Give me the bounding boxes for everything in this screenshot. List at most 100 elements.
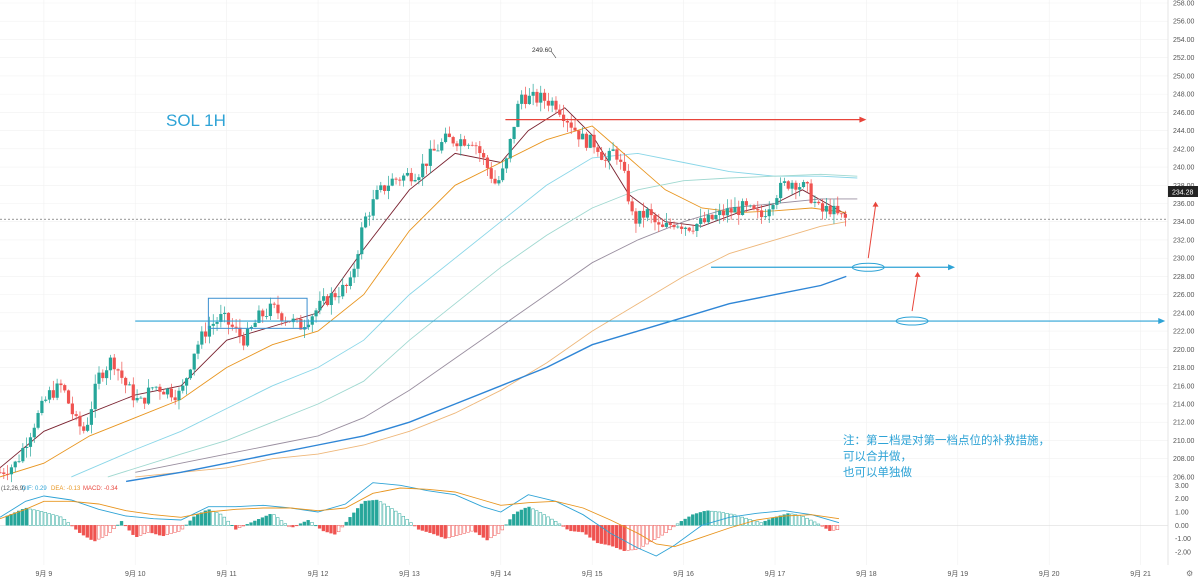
candle-body[interactable] <box>794 182 798 190</box>
candle-body[interactable] <box>421 163 425 178</box>
candle-body[interactable] <box>779 182 783 199</box>
candle-body[interactable] <box>169 388 173 398</box>
candle-body[interactable] <box>512 126 516 139</box>
candle-body[interactable] <box>405 172 410 176</box>
candle-body[interactable] <box>146 387 151 404</box>
candle-body[interactable] <box>295 318 299 320</box>
candle-body[interactable] <box>0 472 2 474</box>
candle-body[interactable] <box>443 133 448 143</box>
candle-body[interactable] <box>135 397 139 401</box>
candle-body[interactable] <box>93 383 97 410</box>
candle-body[interactable] <box>402 175 406 181</box>
candle-body[interactable] <box>6 473 10 475</box>
candle-body[interactable] <box>409 172 413 182</box>
candle-body[interactable] <box>824 205 828 212</box>
candle-body[interactable] <box>699 218 703 224</box>
candle-body[interactable] <box>223 312 227 315</box>
candle-body[interactable] <box>820 203 825 212</box>
candle-body[interactable] <box>619 159 623 162</box>
candle-body[interactable] <box>314 310 318 317</box>
candle-body[interactable] <box>459 139 463 147</box>
candle-body[interactable] <box>379 185 383 190</box>
candle-body[interactable] <box>744 201 748 206</box>
candle-body[interactable] <box>622 161 627 171</box>
candle-body[interactable] <box>508 138 512 159</box>
candle-body[interactable] <box>211 323 215 326</box>
candle-body[interactable] <box>725 208 729 216</box>
candle-body[interactable] <box>120 370 124 378</box>
candle-body[interactable] <box>337 296 341 298</box>
candle-body[interactable] <box>630 201 634 212</box>
candle-body[interactable] <box>264 316 269 317</box>
candle-body[interactable] <box>322 296 326 301</box>
candle-body[interactable] <box>150 387 154 389</box>
candle-body[interactable] <box>733 207 737 213</box>
candle-body[interactable] <box>718 210 722 216</box>
candle-body[interactable] <box>645 209 649 218</box>
candle-body[interactable] <box>752 205 756 210</box>
candle-body[interactable] <box>440 142 444 151</box>
candle-body[interactable] <box>200 331 204 345</box>
candle-body[interactable] <box>641 210 646 218</box>
candle-body[interactable] <box>756 209 760 211</box>
candle-body[interactable] <box>721 210 726 216</box>
candle-body[interactable] <box>63 385 67 391</box>
candle-body[interactable] <box>786 181 790 189</box>
candle-body[interactable] <box>101 372 105 379</box>
candle-body[interactable] <box>657 222 661 225</box>
candle-body[interactable] <box>2 472 6 474</box>
candle-body[interactable] <box>184 378 189 386</box>
candle-body[interactable] <box>478 146 482 154</box>
candle-body[interactable] <box>363 216 368 228</box>
candle-body[interactable] <box>276 304 280 314</box>
candle-body[interactable] <box>66 390 71 404</box>
candle-body[interactable] <box>565 121 569 123</box>
candle-body[interactable] <box>108 357 113 371</box>
candle-body[interactable] <box>676 226 680 228</box>
candle-body[interactable] <box>714 215 718 220</box>
candle-body[interactable] <box>817 201 821 204</box>
candle-body[interactable] <box>105 370 109 379</box>
candle-body[interactable] <box>177 390 181 401</box>
candle-body[interactable] <box>653 215 657 223</box>
candle-body[interactable] <box>280 313 284 321</box>
candle-body[interactable] <box>74 414 78 416</box>
candle-body[interactable] <box>383 185 387 191</box>
candle-body[interactable] <box>116 369 120 371</box>
candle-body[interactable] <box>398 179 402 181</box>
candle-body[interactable] <box>790 182 794 189</box>
candle-body[interactable] <box>843 214 847 218</box>
candle-body[interactable] <box>527 95 531 105</box>
candle-body[interactable] <box>748 205 752 207</box>
candle-body[interactable] <box>188 369 193 379</box>
candle-body[interactable] <box>356 254 360 269</box>
candle-body[interactable] <box>318 300 322 311</box>
candle-body[interactable] <box>455 143 459 147</box>
candle-body[interactable] <box>268 303 272 317</box>
candle-body[interactable] <box>836 205 840 214</box>
candle-body[interactable] <box>668 222 672 226</box>
candle-body[interactable] <box>470 144 474 146</box>
candle-body[interactable] <box>603 159 608 161</box>
candle-body[interactable] <box>25 446 29 448</box>
candle-body[interactable] <box>238 327 242 336</box>
candle-body[interactable] <box>626 170 630 202</box>
candle-body[interactable] <box>615 149 619 160</box>
candle-body[interactable] <box>158 386 162 392</box>
candle-body[interactable] <box>51 390 55 398</box>
candle-body[interactable] <box>839 213 844 215</box>
candle-body[interactable] <box>424 163 429 166</box>
candle-body[interactable] <box>706 214 710 223</box>
candle-body[interactable] <box>767 209 771 217</box>
candle-body[interactable] <box>451 137 455 144</box>
candle-body[interactable] <box>832 205 836 215</box>
candle-body[interactable] <box>82 426 86 431</box>
candle-body[interactable] <box>13 461 17 468</box>
candle-body[interactable] <box>97 372 101 384</box>
candle-body[interactable] <box>763 216 768 218</box>
candle-body[interactable] <box>219 314 223 322</box>
candle-body[interactable] <box>702 218 707 223</box>
candle-body[interactable] <box>306 324 311 328</box>
candle-body[interactable] <box>78 415 82 427</box>
candle-body[interactable] <box>607 150 611 161</box>
